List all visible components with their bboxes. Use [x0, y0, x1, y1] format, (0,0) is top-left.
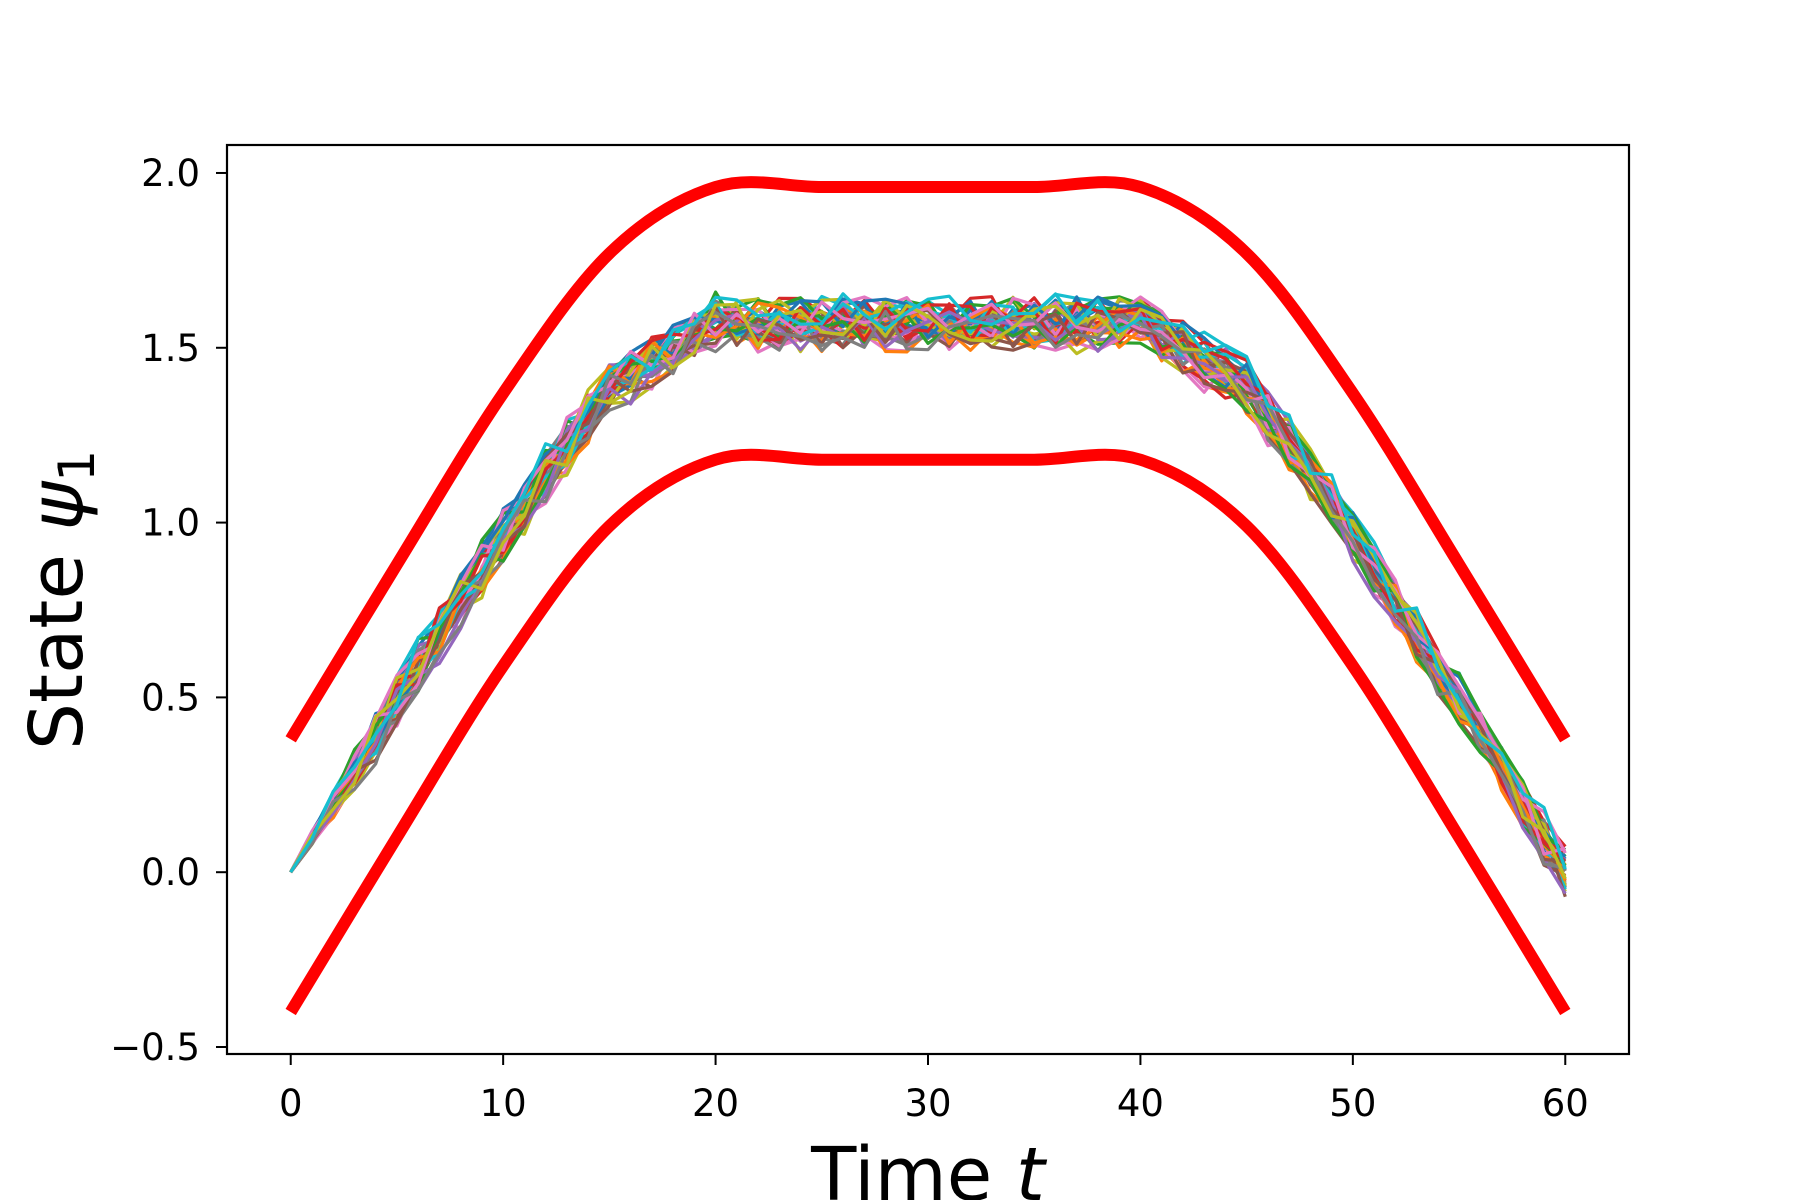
x-tick-label: 40 [1117, 1082, 1164, 1125]
y-tick-label: 1.5 [141, 327, 200, 370]
y-tick-label: 0.0 [141, 851, 200, 894]
trajectory-line [289, 295, 1566, 874]
y-tick-label: 2.0 [141, 152, 200, 195]
trajectory-line [289, 313, 1567, 874]
plot-area-frame [225, 143, 1631, 1056]
y-tick-label: −0.5 [110, 1026, 200, 1069]
x-axis-label: Time t [810, 1132, 1048, 1200]
trajectory-line [289, 300, 1566, 874]
x-tick-label: 60 [1542, 1082, 1589, 1125]
trajectory-line [289, 292, 1567, 874]
upper-bound-line [285, 176, 1571, 743]
x-tick-label: 10 [480, 1082, 527, 1125]
y-axis-label: State ψ1 [14, 450, 106, 750]
y-tick-label: 0.5 [141, 676, 200, 719]
axis-ticks-group: 0 10 20 30 40 50 60 −0.5 0.0 0.5 1.0 1.5 2.0 [110, 152, 1589, 1125]
trajectory-series-group [289, 290, 1567, 898]
trajectory-line [289, 302, 1567, 880]
trajectory-line [289, 314, 1567, 893]
trajectory-line [289, 313, 1567, 886]
trajectory-line [289, 309, 1566, 874]
y-tick-label: 1.0 [141, 502, 200, 545]
trajectory-line [289, 310, 1567, 895]
lower-bound-line [285, 448, 1571, 1016]
trajectory-line [289, 311, 1567, 890]
x-tick-label: 50 [1329, 1082, 1376, 1125]
x-tick-label: 0 [279, 1082, 303, 1125]
x-tick-label: 30 [904, 1082, 951, 1125]
x-tick-label: 20 [692, 1082, 739, 1125]
trajectory-line [289, 308, 1567, 898]
bound-series-group [285, 176, 1571, 1016]
